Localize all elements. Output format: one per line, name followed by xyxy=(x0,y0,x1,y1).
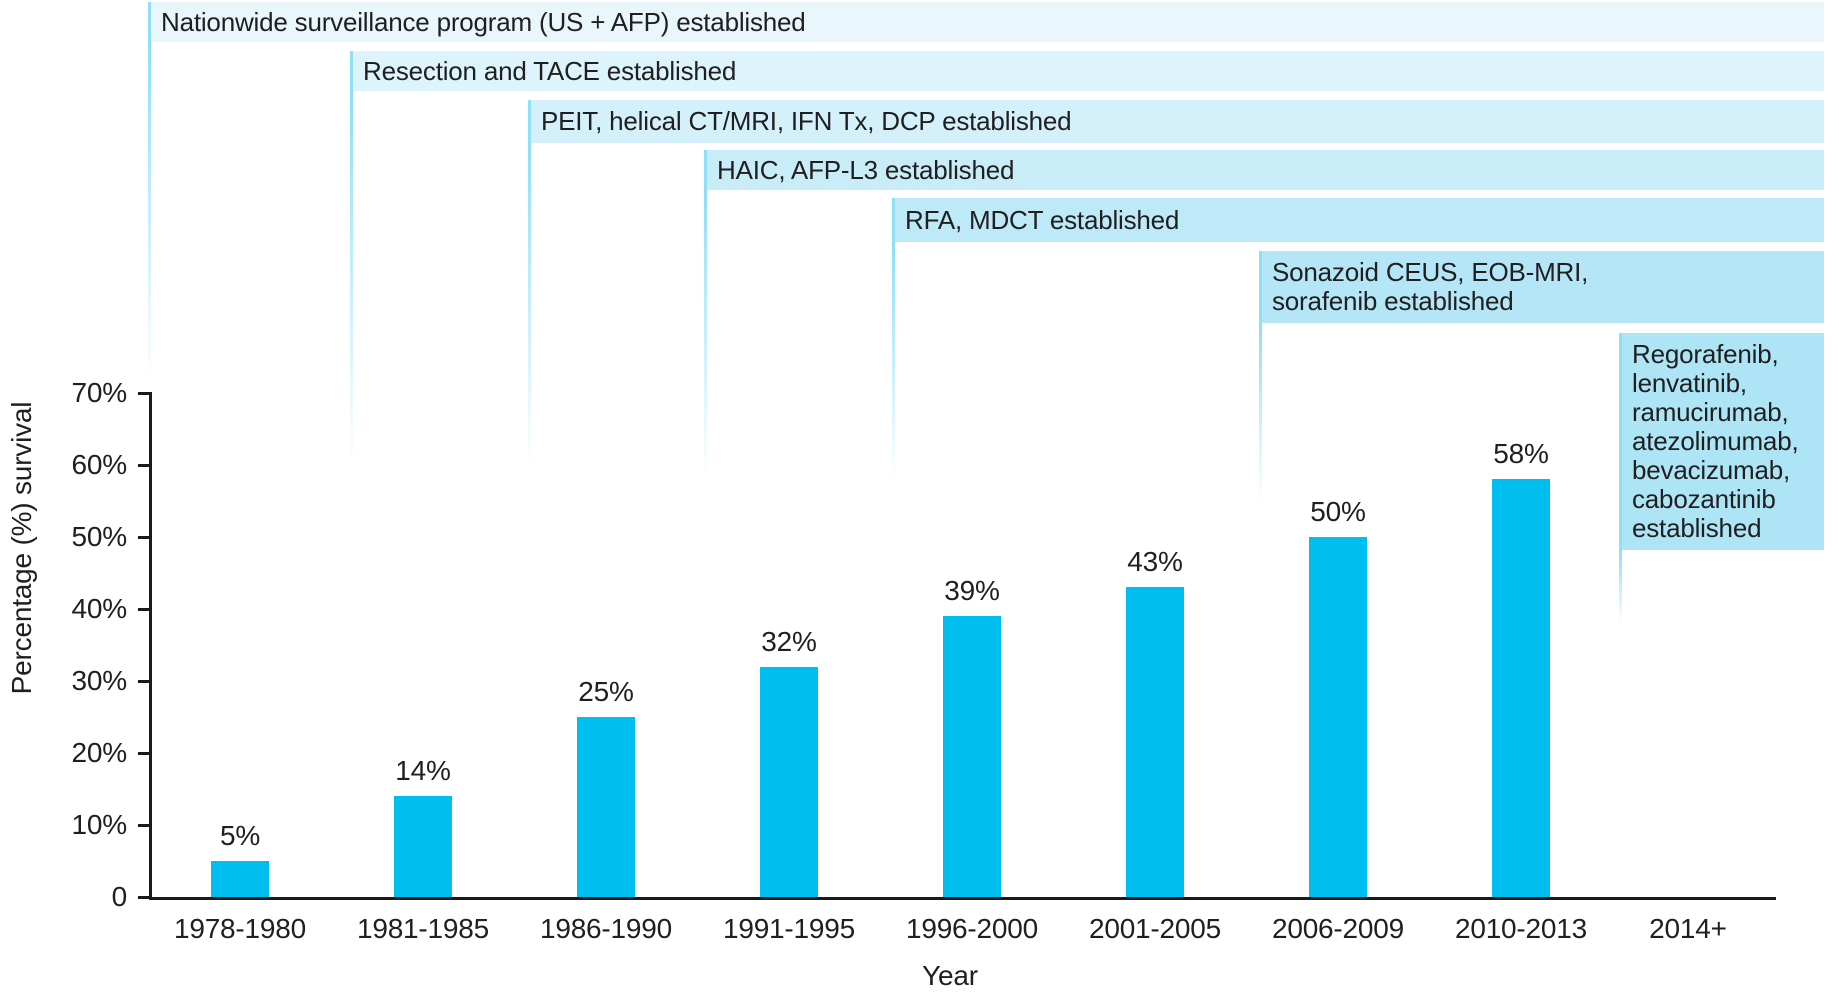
x-tick-label: 2014+ xyxy=(1649,913,1727,944)
bar xyxy=(1492,479,1550,897)
annotation-banner-haic-afp-l3: HAIC, AFP-L3 established xyxy=(704,150,1824,190)
annotation-text: RFA, MDCT established xyxy=(905,204,1180,235)
x-axis-title: Year xyxy=(922,960,978,991)
timeline-drop-line xyxy=(1619,550,1622,625)
bar-group-2006-2009: 50% xyxy=(1309,496,1367,897)
timeline-drop-line xyxy=(892,242,895,482)
annotation-banner-resection-tace: Resection and TACE established xyxy=(350,51,1824,91)
annotation-text: Resection and TACE established xyxy=(363,55,737,86)
bar xyxy=(760,666,818,897)
bar-group-1978-1980: 5% xyxy=(211,820,269,897)
x-tick-label: 1981-1985 xyxy=(356,913,490,944)
y-tick-mark xyxy=(138,608,152,611)
bar-group-1981-1985: 14% xyxy=(394,755,452,897)
bar-value-label: 5% xyxy=(219,820,261,851)
annotation-banner-peit-ct-mri: PEIT, helical CT/MRI, IFN Tx, DCP establ… xyxy=(528,100,1824,143)
y-tick-mark xyxy=(138,536,152,539)
annotation-banner-sonazoid-sorafenib: Sonazoid CEUS, EOB-MRI, sorafenib establ… xyxy=(1259,251,1824,323)
timeline-drop-line xyxy=(528,143,531,470)
annotation-text: PEIT, helical CT/MRI, IFN Tx, DCP establ… xyxy=(541,106,1072,136)
y-tick-mark xyxy=(138,680,152,683)
bar xyxy=(211,861,269,897)
timeline-drop-line xyxy=(350,91,353,470)
y-tick-label: 30% xyxy=(71,665,128,696)
timeline-drop-line xyxy=(1259,323,1262,505)
timeline-drop-line xyxy=(704,190,707,478)
annotation-text: HAIC, AFP-L3 established xyxy=(717,154,1015,185)
annotation-text: Sonazoid CEUS, EOB-MRI, sorafenib establ… xyxy=(1272,257,1589,316)
bar xyxy=(943,616,1001,897)
bar-group-2001-2005: 43% xyxy=(1126,546,1184,897)
annotation-text: Regorafenib, lenvatinib, ramucirumab, at… xyxy=(1632,339,1799,543)
bar-group-1996-2000: 39% xyxy=(943,575,1001,897)
x-tick-label: 2001-2005 xyxy=(1088,913,1222,944)
bar-value-label: 39% xyxy=(944,575,1000,607)
y-tick-mark xyxy=(138,824,152,827)
annotation-banner-surveillance: Nationwide surveillance program (US + AF… xyxy=(148,2,1824,42)
bar-group-2010-2013: 58% xyxy=(1492,438,1550,897)
y-tick-label: 20% xyxy=(71,737,128,768)
annotation-banner-rfa-mdct: RFA, MDCT established xyxy=(892,198,1824,242)
y-tick-label: 60% xyxy=(71,449,128,480)
x-axis-line xyxy=(149,897,1776,900)
y-tick-label: 0 xyxy=(111,881,128,912)
y-tick-mark xyxy=(138,392,152,395)
annotation-text: Nationwide surveillance program (US + AF… xyxy=(161,6,806,37)
timeline-drop-line xyxy=(148,42,151,385)
bar xyxy=(577,717,635,897)
y-tick-label: 50% xyxy=(71,521,128,552)
x-tick-label: 1986-1990 xyxy=(539,913,673,944)
x-tick-label: 1978-1980 xyxy=(173,913,307,944)
bar-value-label: 14% xyxy=(395,755,451,787)
y-tick-label: 10% xyxy=(71,809,128,840)
x-tick-label: 1996-2000 xyxy=(905,913,1039,944)
y-tick-label: 40% xyxy=(71,593,128,624)
y-axis-line xyxy=(149,393,152,900)
bar-value-label: 32% xyxy=(761,625,817,657)
y-tick-mark xyxy=(138,752,152,755)
x-tick-label: 2010-2013 xyxy=(1454,913,1588,944)
bar xyxy=(394,796,452,897)
annotation-banner-regorafenib-era: Regorafenib, lenvatinib, ramucirumab, at… xyxy=(1619,333,1824,550)
x-tick-label: 1991-1995 xyxy=(722,913,856,944)
bar xyxy=(1309,537,1367,897)
bar-value-label: 43% xyxy=(1127,546,1183,578)
y-tick-mark xyxy=(138,896,152,899)
y-tick-mark xyxy=(138,464,152,467)
y-tick-label: 70% xyxy=(71,377,128,408)
x-tick-label: 2006-2009 xyxy=(1271,913,1405,944)
bar-value-label: 25% xyxy=(578,676,634,707)
bar-value-label: 58% xyxy=(1493,438,1549,470)
bar-group-1986-1990: 25% xyxy=(577,676,635,897)
bar-group-1991-1995: 32% xyxy=(760,626,818,897)
bar-value-label: 50% xyxy=(1310,496,1366,527)
bar xyxy=(1126,587,1184,897)
